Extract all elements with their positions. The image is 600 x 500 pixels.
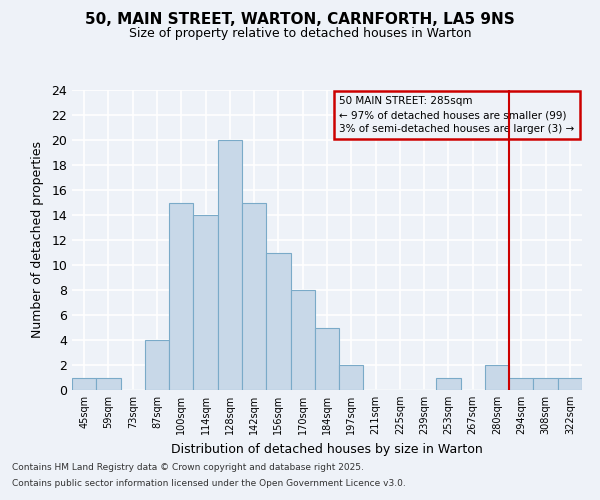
Y-axis label: Number of detached properties: Number of detached properties: [31, 142, 44, 338]
Bar: [533, 378, 558, 390]
Bar: [266, 252, 290, 390]
Bar: [169, 202, 193, 390]
Bar: [96, 378, 121, 390]
Text: Contains public sector information licensed under the Open Government Licence v3: Contains public sector information licen…: [12, 478, 406, 488]
Bar: [558, 378, 582, 390]
Bar: [315, 328, 339, 390]
Text: 50 MAIN STREET: 285sqm
← 97% of detached houses are smaller (99)
3% of semi-deta: 50 MAIN STREET: 285sqm ← 97% of detached…: [339, 96, 574, 134]
Text: Contains HM Land Registry data © Crown copyright and database right 2025.: Contains HM Land Registry data © Crown c…: [12, 464, 364, 472]
Text: Size of property relative to detached houses in Warton: Size of property relative to detached ho…: [129, 28, 471, 40]
Bar: [436, 378, 461, 390]
X-axis label: Distribution of detached houses by size in Warton: Distribution of detached houses by size …: [171, 442, 483, 456]
Bar: [242, 202, 266, 390]
Bar: [218, 140, 242, 390]
Bar: [509, 378, 533, 390]
Bar: [339, 365, 364, 390]
Bar: [485, 365, 509, 390]
Bar: [193, 215, 218, 390]
Bar: [72, 378, 96, 390]
Bar: [290, 290, 315, 390]
Text: 50, MAIN STREET, WARTON, CARNFORTH, LA5 9NS: 50, MAIN STREET, WARTON, CARNFORTH, LA5 …: [85, 12, 515, 28]
Bar: [145, 340, 169, 390]
